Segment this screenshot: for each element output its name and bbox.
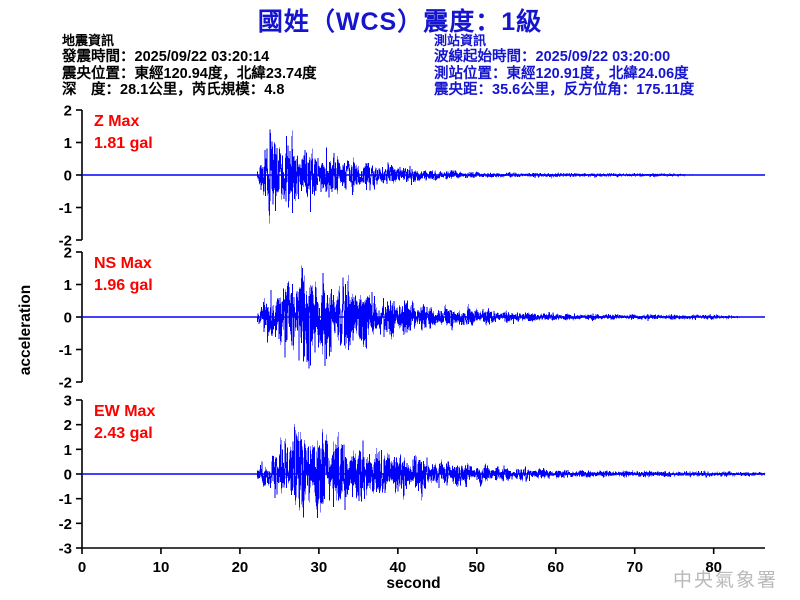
- max-label-ew: EW Max: [94, 403, 155, 420]
- y-tick-label: 1: [64, 135, 72, 152]
- y-tick-label: -2: [59, 516, 72, 533]
- panel-ns: -2 -1 0 1 2 NS Max 1.96 gal: [59, 245, 765, 392]
- station-info-heading: 測站資訊: [434, 33, 487, 48]
- x-tick-label: 50: [468, 559, 485, 576]
- max-value-ns: 1.96 gal: [94, 277, 153, 294]
- y-tick-label: 0: [64, 310, 72, 327]
- waveform-ew: [82, 424, 766, 518]
- x-axis: 0 10 20 30 40 50 60 70 80: [78, 547, 765, 576]
- y-tick-label: 0: [64, 467, 72, 484]
- earthquake-info-heading: 地震資訊: [62, 33, 115, 48]
- max-value-ew: 2.43 gal: [94, 425, 153, 442]
- y-tick-label: 2: [64, 417, 72, 434]
- page-title: 國姓（WCS）震度：1級: [257, 8, 543, 36]
- x-tick-label: 40: [389, 559, 406, 576]
- x-tick-label: 70: [626, 559, 643, 576]
- x-axis-label: second: [386, 575, 440, 592]
- y-tick-label: -1: [59, 342, 72, 359]
- y-tick-label: -2: [59, 375, 72, 392]
- station-info-block: 測站資訊 波線起始時間：2025/09/22 03:20:00 測站位置：東經1…: [434, 33, 694, 99]
- y-tick-label: -3: [59, 541, 72, 558]
- y-tick-label: -2: [59, 233, 72, 250]
- y-axis-label: acceleration: [17, 285, 34, 375]
- station-location: 測站位置：東經120.91度，北緯24.06度: [434, 65, 689, 82]
- y-tick-label: 1: [64, 277, 72, 294]
- panel-ew: -3 -2 -1 0 1 2 3 EW Max 2.43 gal: [59, 393, 766, 558]
- earthquake-depth-magnitude: 深 度：28.1公里，芮氏規模：4.8: [62, 82, 285, 99]
- y-tick-label: 0: [64, 168, 72, 185]
- agency-watermark: 中央氣象署: [672, 569, 778, 591]
- station-start-time: 波線起始時間：2025/09/22 03:20:00: [434, 49, 671, 66]
- y-tick-label: -1: [59, 491, 72, 508]
- panel-z: -2 -1 0 1 2 Z Max 1.81 gal: [59, 103, 765, 250]
- x-tick-label: 80: [705, 559, 722, 576]
- max-label-z: Z Max: [94, 113, 139, 130]
- y-tick-label: 1: [64, 442, 72, 459]
- earthquake-origin-time: 發震時間：2025/09/22 03:20:14: [62, 49, 270, 66]
- earthquake-info-block: 地震資訊 發震時間：2025/09/22 03:20:14 震央位置：東經120…: [62, 33, 317, 99]
- waveform-ns: [82, 265, 765, 369]
- max-value-z: 1.81 gal: [94, 135, 153, 152]
- y-tick-label: 2: [64, 245, 72, 262]
- x-tick-label: 0: [78, 559, 86, 576]
- station-distance-azimuth: 震央距：35.6公里，反方位角：175.11度: [434, 82, 695, 99]
- y-tick-label: 3: [64, 393, 72, 410]
- x-tick-label: 20: [232, 559, 249, 576]
- x-tick-label: 10: [153, 559, 170, 576]
- x-tick-label: 30: [311, 559, 328, 576]
- waveform-z: [82, 129, 765, 224]
- y-tick-label: -1: [59, 200, 72, 217]
- x-tick-label: 60: [547, 559, 564, 576]
- y-tick-label: 2: [64, 103, 72, 120]
- earthquake-epicenter: 震央位置：東經120.94度，北緯23.74度: [62, 65, 317, 82]
- max-label-ns: NS Max: [94, 255, 152, 272]
